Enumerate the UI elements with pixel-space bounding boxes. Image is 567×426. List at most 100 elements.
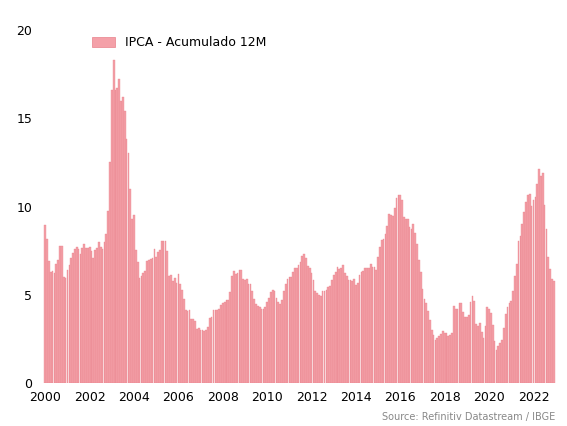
Bar xyxy=(447,336,449,383)
Bar xyxy=(150,259,151,383)
Bar xyxy=(324,291,325,383)
Bar xyxy=(218,309,220,383)
Bar xyxy=(338,269,340,383)
Bar xyxy=(192,319,194,383)
Bar xyxy=(453,306,455,383)
Bar xyxy=(187,311,188,383)
Bar xyxy=(440,334,442,383)
Bar xyxy=(285,284,286,383)
Bar xyxy=(464,317,466,383)
Bar xyxy=(78,249,79,383)
Bar xyxy=(372,267,374,383)
Bar xyxy=(427,311,429,383)
Bar xyxy=(152,258,154,383)
Bar xyxy=(213,310,214,383)
Bar xyxy=(122,97,124,383)
Bar xyxy=(135,250,137,383)
Bar xyxy=(163,241,164,383)
Bar xyxy=(547,256,549,383)
Bar xyxy=(383,239,384,383)
Bar xyxy=(503,328,505,383)
Bar xyxy=(65,278,66,383)
Bar xyxy=(255,304,257,383)
Bar xyxy=(126,139,128,383)
Bar xyxy=(69,265,70,383)
Bar xyxy=(403,217,405,383)
Bar xyxy=(246,279,248,383)
Bar xyxy=(253,299,255,383)
Bar xyxy=(116,88,118,383)
Bar xyxy=(96,248,98,383)
Bar xyxy=(237,273,239,383)
Bar xyxy=(311,273,312,383)
Bar xyxy=(387,226,388,383)
Bar xyxy=(137,262,138,383)
Bar xyxy=(268,298,270,383)
Bar xyxy=(214,310,216,383)
Bar xyxy=(129,189,131,383)
Bar xyxy=(142,273,144,383)
Bar xyxy=(257,306,259,383)
Bar xyxy=(472,296,473,383)
Bar xyxy=(50,272,52,383)
Bar xyxy=(85,248,87,383)
Bar xyxy=(346,276,348,383)
Bar xyxy=(519,236,521,383)
Bar xyxy=(349,280,351,383)
Bar xyxy=(89,248,91,383)
Bar xyxy=(473,301,475,383)
Bar xyxy=(333,275,335,383)
Bar xyxy=(176,283,177,383)
Bar xyxy=(87,248,88,383)
Bar xyxy=(167,251,168,383)
Bar xyxy=(299,262,301,383)
Bar xyxy=(314,291,316,383)
Bar xyxy=(523,212,525,383)
Bar xyxy=(390,215,392,383)
Bar xyxy=(477,326,479,383)
Bar xyxy=(172,281,174,383)
Bar xyxy=(513,291,514,383)
Bar xyxy=(74,248,75,383)
Bar xyxy=(449,334,451,383)
Bar xyxy=(544,205,545,383)
Bar xyxy=(545,229,547,383)
Bar xyxy=(119,79,120,383)
Bar xyxy=(446,333,447,383)
Bar xyxy=(366,268,368,383)
Bar xyxy=(303,254,305,383)
Bar xyxy=(527,195,529,383)
Bar xyxy=(196,329,198,383)
Bar xyxy=(239,270,240,383)
Bar xyxy=(60,246,61,383)
Bar xyxy=(359,275,361,383)
Bar xyxy=(161,241,163,383)
Bar xyxy=(83,244,85,383)
Bar xyxy=(407,219,408,383)
Bar xyxy=(490,313,492,383)
Bar xyxy=(411,229,412,383)
Bar xyxy=(414,233,416,383)
Bar xyxy=(72,253,74,383)
Bar xyxy=(532,200,534,383)
Bar xyxy=(76,248,78,383)
Bar xyxy=(309,268,311,383)
Bar xyxy=(455,309,456,383)
Bar xyxy=(91,251,92,383)
Bar xyxy=(342,265,344,383)
Bar xyxy=(217,310,218,383)
Bar xyxy=(94,250,96,383)
Bar xyxy=(222,303,223,383)
Bar xyxy=(139,278,141,383)
Bar xyxy=(61,246,63,383)
Bar xyxy=(224,302,226,383)
Bar xyxy=(457,309,459,383)
Bar xyxy=(374,268,375,383)
Bar xyxy=(412,224,414,383)
Bar xyxy=(316,293,318,383)
Bar xyxy=(505,314,506,383)
Bar xyxy=(283,291,285,383)
Bar xyxy=(270,292,272,383)
Bar xyxy=(132,219,133,383)
Bar xyxy=(67,270,69,383)
